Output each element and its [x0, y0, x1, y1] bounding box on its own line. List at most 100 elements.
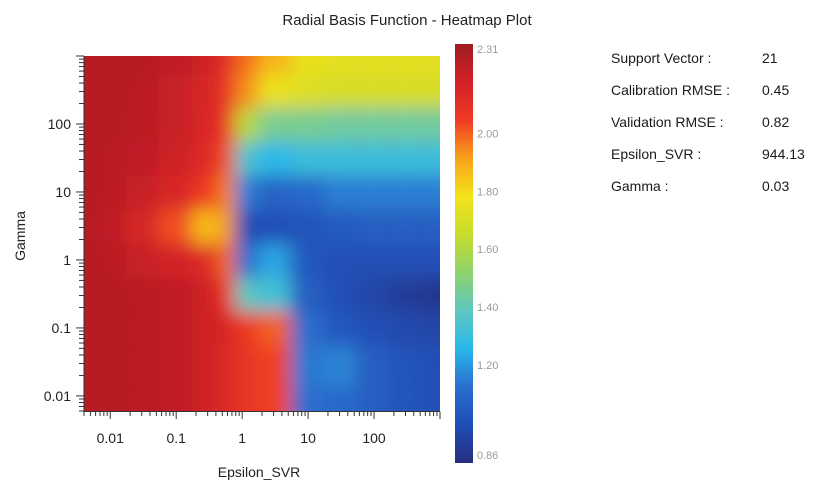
heatmap-cell: [422, 56, 440, 74]
heatmap-cell: [290, 311, 324, 346]
heatmap-cell: [323, 141, 357, 176]
heatmap-cell: [217, 141, 235, 176]
heatmap-cell: [290, 209, 324, 244]
heatmap-cell: [158, 311, 192, 346]
heatmap-cell: [97, 107, 126, 142]
heatmap-cell: [84, 73, 98, 108]
heatmap-cell: [125, 277, 159, 312]
heatmap-cell: [422, 73, 440, 108]
heatmap-cell: [257, 107, 291, 142]
heatmap-cell: [217, 56, 235, 74]
heatmap-cell: [323, 175, 357, 210]
heatmap-cell: [84, 387, 98, 411]
x-tick-label: 0.1: [166, 430, 186, 446]
y-axis-label: Gamma: [12, 211, 28, 261]
heatmap-cell: [422, 175, 440, 210]
colorbar-tick-label: 1.40: [477, 302, 498, 314]
heatmap-cell: [191, 387, 218, 411]
heatmap-cell: [257, 209, 291, 244]
y-tick-label: 0.01: [44, 388, 71, 404]
heatmap-cell: [257, 73, 291, 108]
heatmap-cell: [97, 277, 126, 312]
heatmap-cell: [422, 243, 440, 278]
heatmap-cell: [356, 311, 390, 346]
heatmap-cell: [389, 107, 423, 142]
heatmap-cell: [125, 107, 159, 142]
heatmap-cell: [323, 243, 357, 278]
heatmap-cell: [97, 56, 126, 74]
heatmap-cell: [290, 243, 324, 278]
heatmap-cell: [290, 387, 324, 411]
heatmap-cell: [389, 345, 423, 388]
heatmap-cell: [158, 107, 192, 142]
y-tick-label: 0.1: [52, 320, 72, 336]
stat-label: Epsilon_SVR :: [611, 146, 702, 162]
heatmap-cell: [356, 277, 390, 312]
heatmap-cell: [257, 345, 291, 388]
heatmap-cell: [389, 243, 423, 278]
heatmap-cell: [290, 73, 324, 108]
heatmap-cell: [158, 209, 192, 244]
heatmap-cell: [234, 175, 258, 210]
heatmap-cell: [356, 387, 390, 411]
heatmap-cell: [389, 141, 423, 176]
heatmap-cell: [323, 387, 357, 411]
heatmap-cell: [234, 209, 258, 244]
stat-label: Validation RMSE :: [611, 114, 724, 130]
heatmap-cell: [234, 387, 258, 411]
heatmap-cell: [323, 345, 357, 388]
heatmap-cell: [422, 311, 440, 346]
colorbar: [455, 44, 473, 463]
heatmap-cell: [389, 311, 423, 346]
heatmap-cell: [125, 56, 159, 74]
heatmap-cell: [217, 387, 235, 411]
y-tick-label: 1: [63, 252, 71, 268]
heatmap-cell: [234, 107, 258, 142]
heatmap-cell: [97, 243, 126, 278]
heatmap-cell: [191, 56, 218, 74]
heatmap-cell: [356, 141, 390, 176]
heatmap-cell: [217, 311, 235, 346]
heatmap-cell: [158, 277, 192, 312]
y-tick-label: 10: [55, 184, 71, 200]
heatmap-cell: [257, 243, 291, 278]
heatmap-cell: [217, 243, 235, 278]
heatmap-cell: [217, 175, 235, 210]
heatmap-cell: [356, 175, 390, 210]
heatmap-cell: [191, 175, 218, 210]
heatmap-cell: [290, 141, 324, 176]
heatmap-cell: [97, 311, 126, 346]
heatmap-cell: [234, 345, 258, 388]
heatmap-cell: [84, 209, 98, 244]
stat-value: 0.82: [762, 114, 790, 130]
heatmap-cell: [97, 345, 126, 388]
heatmap-cell: [125, 311, 159, 346]
heatmap-cell: [217, 277, 235, 312]
heatmap-cell: [158, 175, 192, 210]
heatmap-cell: [158, 387, 192, 411]
heatmap-cell: [323, 311, 357, 346]
heatmap-cell: [257, 141, 291, 176]
heatmap-cell: [323, 56, 357, 74]
heatmap-cell: [191, 345, 218, 388]
heatmap-cell: [356, 73, 390, 108]
heatmap-cell: [191, 141, 218, 176]
x-tick-label: 100: [362, 430, 386, 446]
stat-value: 0.45: [762, 82, 790, 98]
heatmap-cell: [234, 73, 258, 108]
heatmap-cell: [158, 141, 192, 176]
heatmap-cell: [389, 56, 423, 74]
heatmap-cell: [422, 277, 440, 312]
heatmap-cell: [323, 209, 357, 244]
stat-label: Gamma :: [611, 178, 669, 194]
colorbar-tick-label: 1.20: [477, 360, 498, 372]
heatmap-cell: [125, 175, 159, 210]
colorbar-tick-label: 0.86: [477, 450, 498, 462]
heatmap-cell: [158, 73, 192, 108]
heatmap-cell: [84, 56, 98, 74]
y-tick-label: 100: [48, 116, 72, 132]
heatmap-cell: [191, 277, 218, 312]
heatmap-cell: [356, 107, 390, 142]
heatmap-cell: [125, 387, 159, 411]
heatmap-cell: [422, 387, 440, 411]
